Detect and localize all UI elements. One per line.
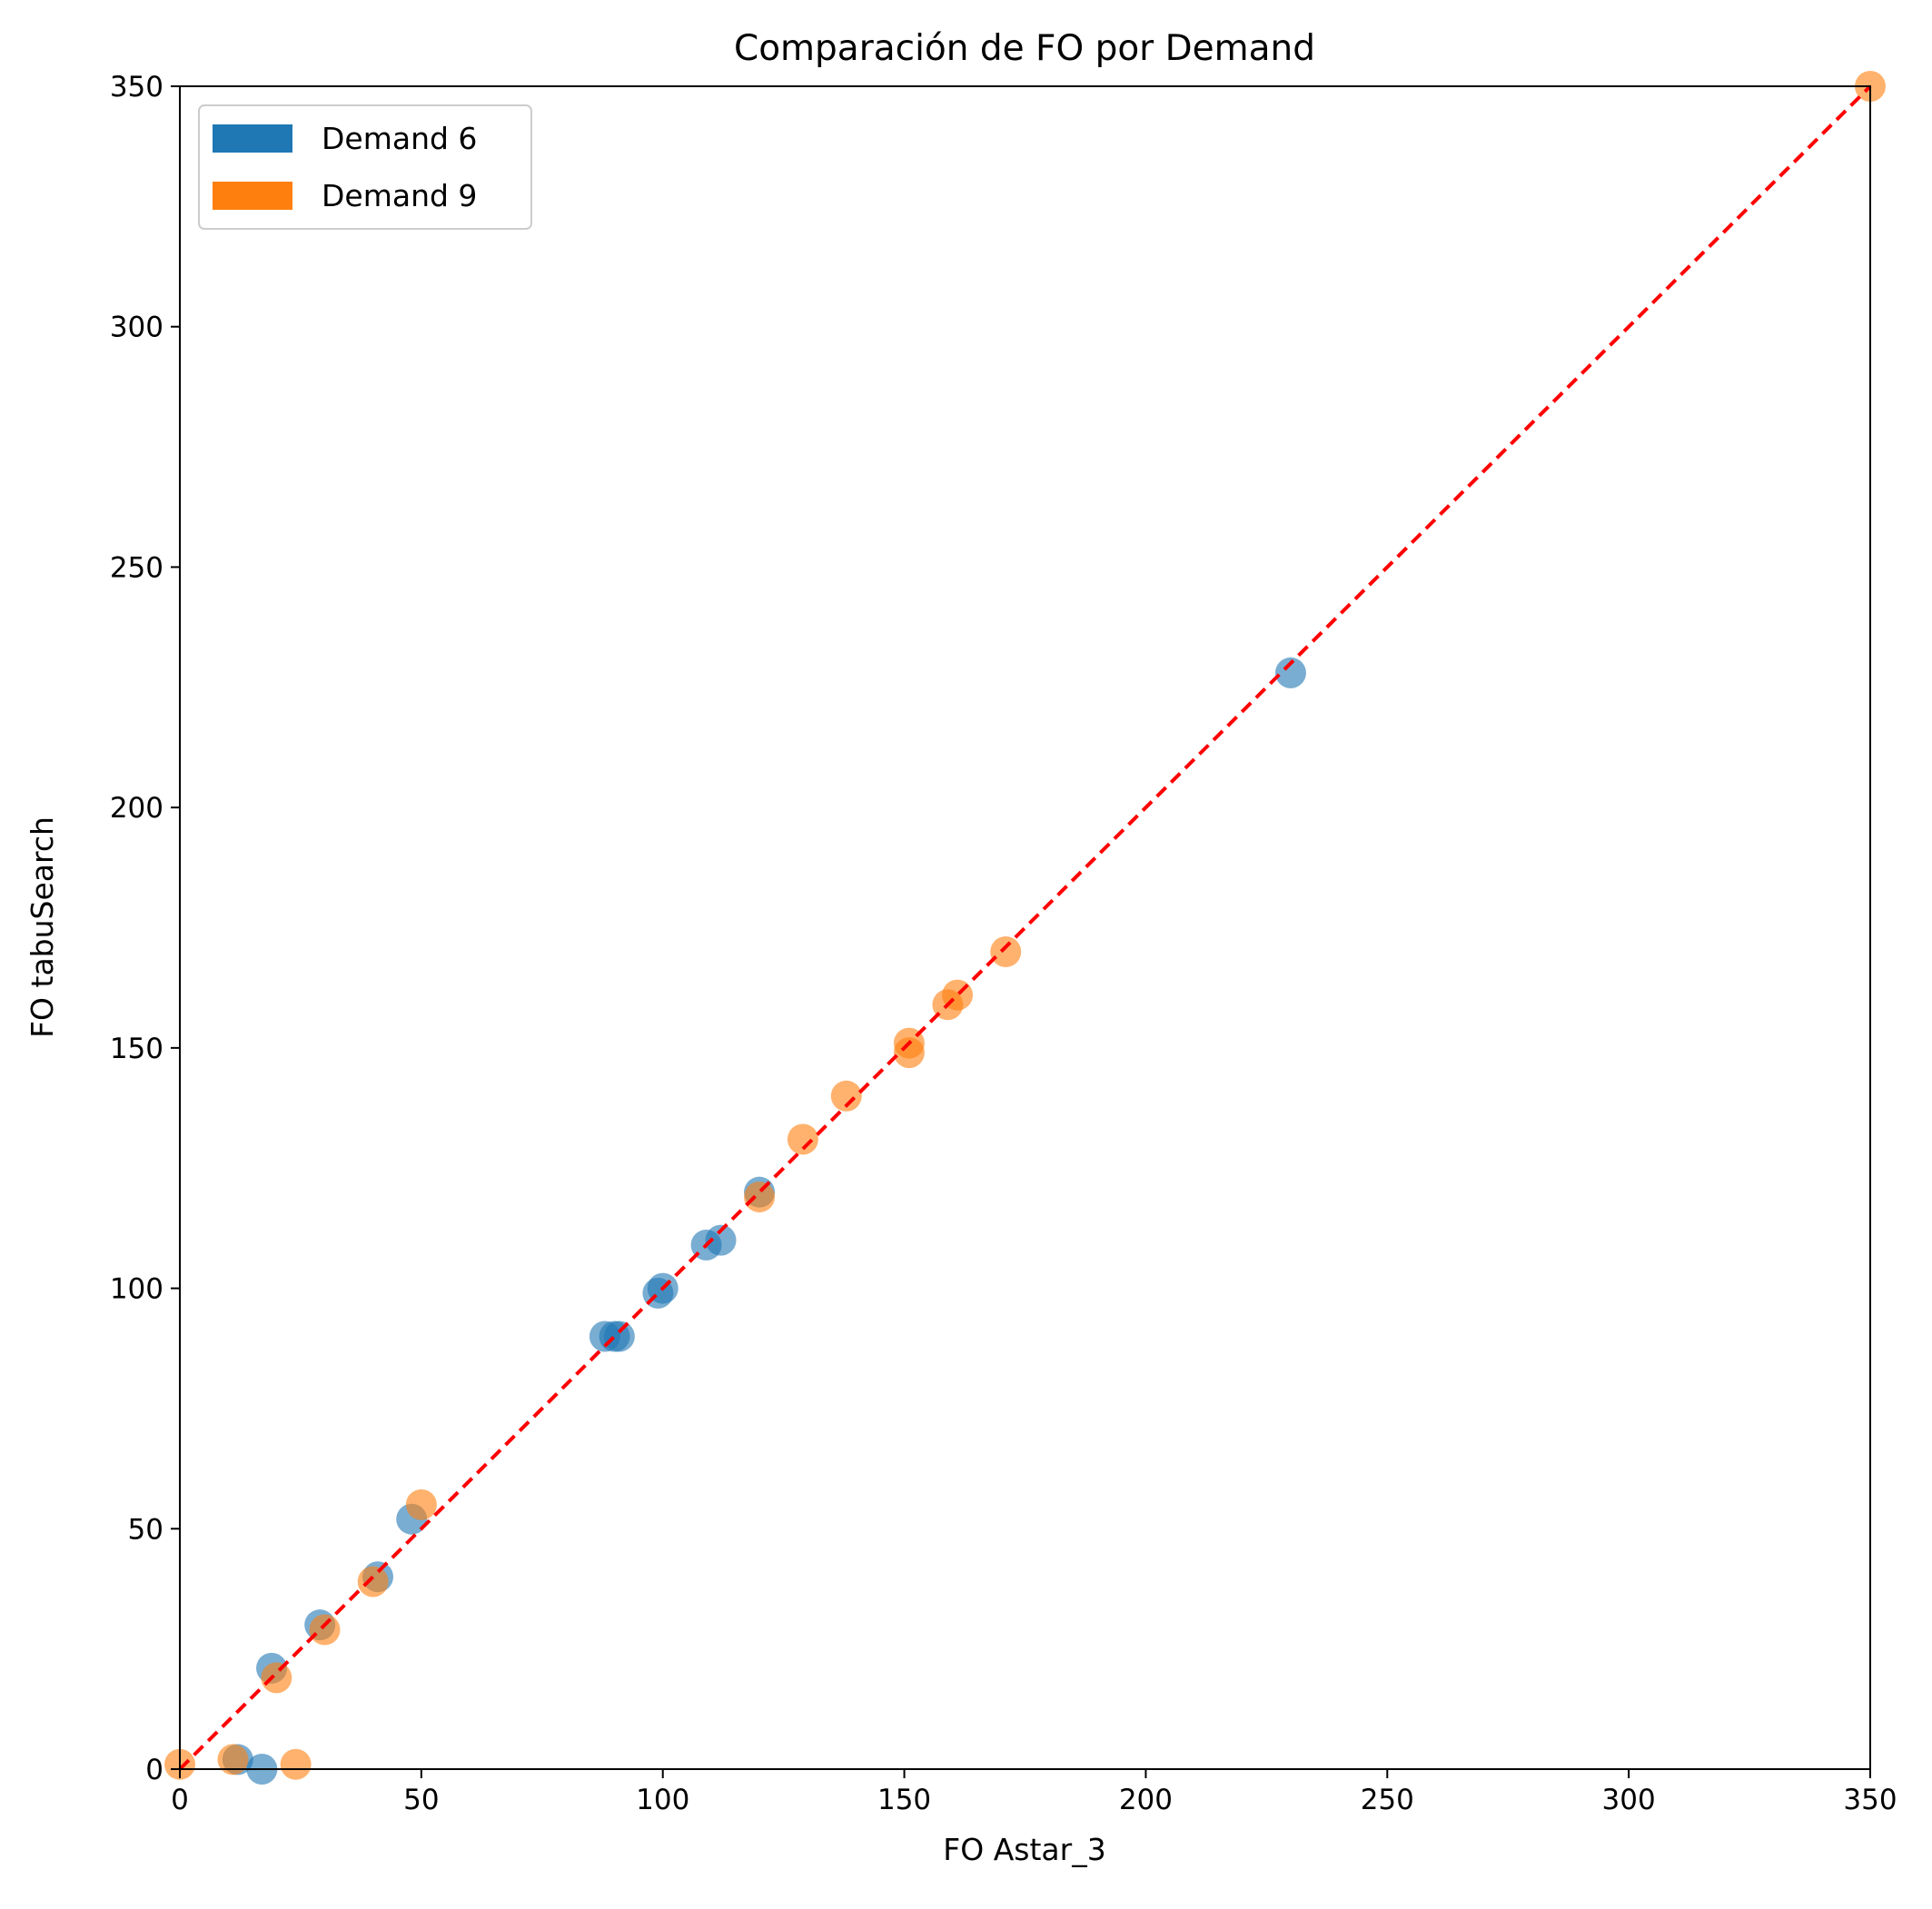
point-series-1-1 <box>217 1744 249 1775</box>
point-series-1-8 <box>787 1123 818 1155</box>
legend-label-demand-9: Demand 9 <box>322 178 477 213</box>
point-series-1-5 <box>357 1566 389 1597</box>
legend-label-demand-6: Demand 6 <box>322 121 477 156</box>
point-series-1-4 <box>309 1614 341 1646</box>
point-series-1-3 <box>261 1662 292 1694</box>
y-tick-label-1: 50 <box>128 1513 163 1546</box>
x-tick-label-3: 150 <box>877 1784 931 1816</box>
reference-line <box>178 84 1872 1771</box>
point-series-1-2 <box>280 1748 312 1780</box>
legend: Demand 6 Demand 9 <box>198 104 532 230</box>
legend-swatch-demand-6 <box>213 124 292 153</box>
y-axis-label: FO tabuSearch <box>25 816 60 1038</box>
y-tick-label-7: 350 <box>110 71 163 104</box>
x-tick-label-5: 250 <box>1361 1784 1414 1816</box>
plot-frame <box>179 85 1871 1770</box>
y-axis: 0 50 100 150 200 250 300 350 <box>110 71 180 1786</box>
point-series-0-8 <box>603 1320 635 1352</box>
x-tick-label-6: 300 <box>1602 1784 1656 1816</box>
point-series-0-14 <box>1274 657 1306 688</box>
y-tick-label-0: 0 <box>145 1754 163 1786</box>
chart-title: Comparación de FO por Demand <box>734 28 1315 69</box>
x-axis: 0 50 100 150 200 250 300 350 <box>171 1769 1897 1816</box>
x-tick-label-4: 200 <box>1119 1784 1173 1816</box>
y-tick-label-5: 250 <box>110 551 163 584</box>
x-tick-label-1: 50 <box>403 1784 439 1816</box>
y-tick-label-2: 100 <box>110 1273 163 1306</box>
y-tick-label-6: 300 <box>110 312 163 344</box>
x-tick-label-0: 0 <box>171 1784 189 1816</box>
legend-swatch-demand-9 <box>213 182 292 210</box>
x-axis-label: FO Astar_3 <box>943 1832 1105 1867</box>
point-series-1-7 <box>744 1181 776 1212</box>
point-series-0-12 <box>705 1224 737 1256</box>
point-series-1-9 <box>830 1080 862 1112</box>
y-tick-label-3: 150 <box>110 1033 163 1065</box>
x-tick-label-2: 100 <box>636 1784 689 1816</box>
y-tick-label-4: 200 <box>110 792 163 825</box>
point-series-1-14 <box>990 935 1022 967</box>
point-series-1-6 <box>405 1489 437 1520</box>
x-tick-label-7: 350 <box>1843 1784 1897 1816</box>
